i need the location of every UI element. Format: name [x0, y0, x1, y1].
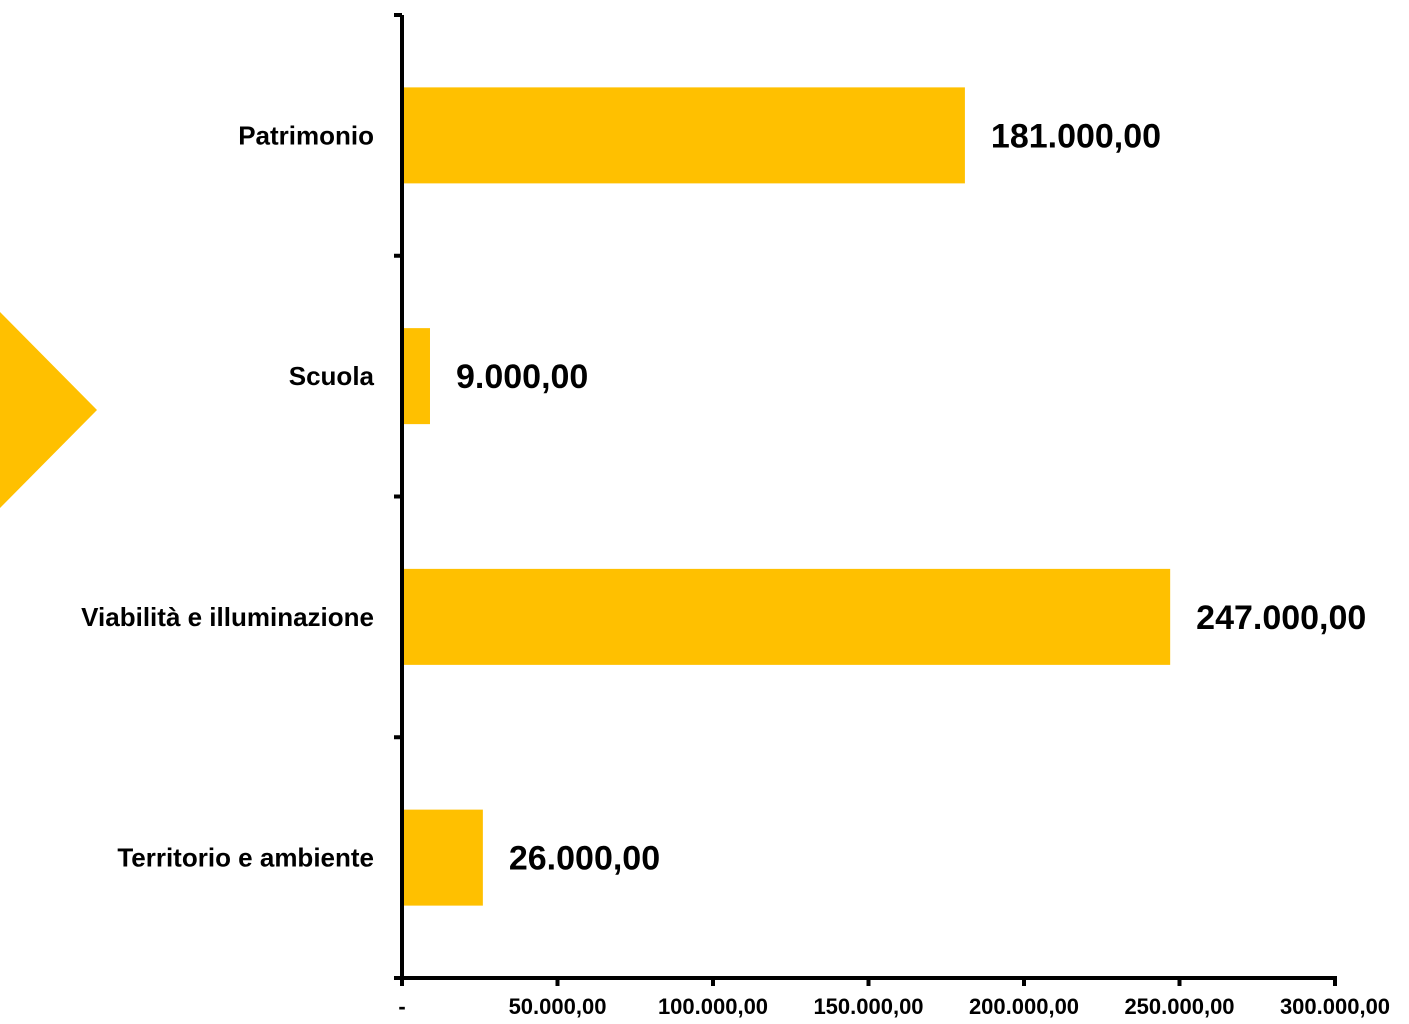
- data-label: 26.000,00: [509, 840, 660, 878]
- data-label: 9.000,00: [456, 358, 588, 396]
- axes: [394, 13, 1337, 986]
- category-label: Territorio e ambiente: [117, 843, 374, 873]
- bar: [404, 87, 965, 184]
- tick-label: 300.000,00: [1280, 994, 1390, 1019]
- category-label: Scuola: [289, 361, 375, 391]
- bars: [404, 87, 1171, 906]
- bar: [404, 568, 1171, 665]
- data-label: 247.000,00: [1196, 599, 1366, 637]
- tick-label: 150.000,00: [813, 994, 923, 1019]
- data-label: 181.000,00: [991, 117, 1161, 155]
- triangle-pointer-icon: [0, 312, 97, 508]
- category-label: Patrimonio: [238, 120, 374, 150]
- category-label: Viabilità e illuminazione: [81, 602, 374, 632]
- tick-label: 50.000,00: [509, 994, 607, 1019]
- bar: [404, 328, 430, 425]
- labels: Patrimonio 181.000,00 Scuola 9.000,00 Viabil…: [81, 117, 1390, 1019]
- tick-label: 250.000,00: [1124, 994, 1234, 1019]
- tick-label: -: [398, 994, 405, 1019]
- bar: [404, 809, 483, 906]
- tick-label: 100.000,00: [658, 994, 768, 1019]
- tick-label: 200.000,00: [969, 994, 1079, 1019]
